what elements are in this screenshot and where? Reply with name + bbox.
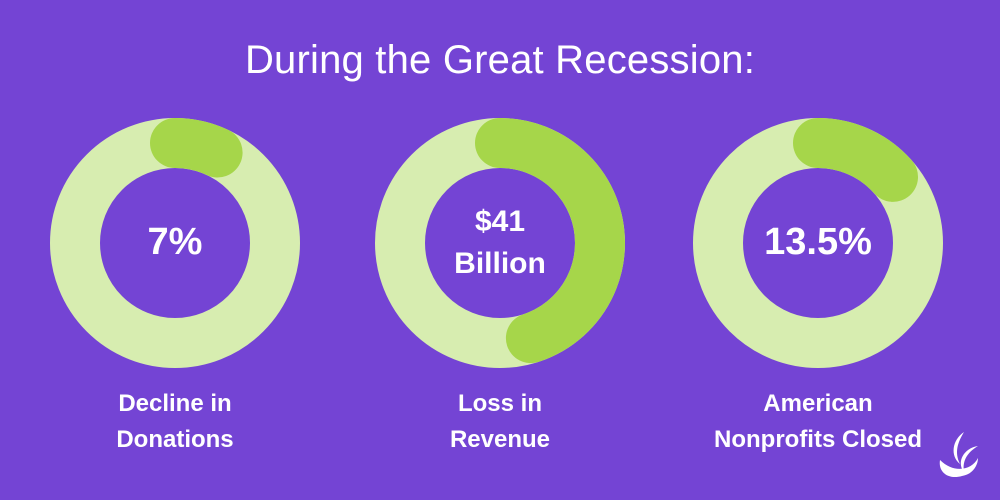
value-text: 7% — [147, 221, 203, 264]
donut-arc-highlight — [793, 118, 919, 202]
page-title: During the Great Recession: — [244, 38, 756, 82]
stat-nonprofits-closed: 13.5% American Nonprofits Closed — [693, 118, 943, 458]
stat-decline-donations: 7% Decline in Donations — [50, 118, 300, 458]
stat-value: 7% — [50, 118, 300, 368]
label-line-2: Donations — [116, 426, 234, 453]
stat-value: 13.5% — [693, 118, 943, 368]
label-line-1: Decline in — [118, 390, 232, 417]
value-line-2: Billion — [454, 247, 546, 280]
donut-arc-highlight — [475, 118, 625, 364]
donut-arc-highlight — [150, 118, 243, 178]
donut-chart-decline-donations — [50, 118, 300, 368]
label-line-2: Revenue — [449, 426, 551, 453]
label-line-1: American — [763, 390, 873, 417]
stat-label: Loss in Revenue — [355, 386, 645, 458]
value-text: 13.5% — [764, 221, 872, 264]
stat-loss-revenue: $41 Billion Loss in Revenue — [375, 118, 625, 458]
stat-label: American Nonprofits Closed — [673, 386, 963, 458]
stat-label: Decline in Donations — [30, 386, 320, 458]
donut-chart-nonprofits-closed — [693, 118, 943, 368]
label-line-1: Loss in — [457, 390, 542, 417]
donut-chart-loss-revenue — [375, 118, 625, 368]
label-line-2: Nonprofits Closed — [714, 426, 922, 453]
value-line-1: $41 — [474, 205, 526, 238]
brand-logo-icon — [939, 432, 978, 478]
stat-value: $41 Billion — [375, 118, 625, 368]
